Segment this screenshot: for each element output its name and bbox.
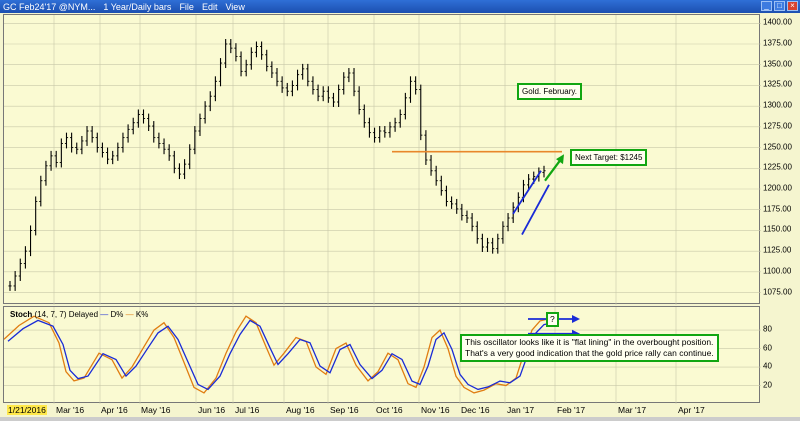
legend-d-label: D% [110,310,124,319]
menu-view[interactable]: View [225,1,245,12]
price-tick-label: 1200.00 [763,183,792,193]
menu-edit[interactable]: Edit [201,1,218,12]
comment-line-1: This oscillator looks like it is "flat l… [465,337,714,347]
date-tick-label: Sep '16 [330,405,359,415]
date-tick-label: Jan '17 [507,405,535,415]
symbol-title: GC Feb24'17 @NYM... [3,1,96,12]
oscillator-axis: 20 40 60 80 [760,306,800,403]
question-annotation: ? [546,312,559,327]
price-tick-label: 1100.00 [763,266,792,276]
date-tick-label: Oct '16 [376,405,403,415]
price-tick-label: 1250.00 [763,142,792,152]
window-titlebar: GC Feb24'17 @NYM... 1 Year/Daily bars Fi… [0,0,800,13]
stochastic-k-line [4,315,549,394]
date-tick-label: Aug '16 [286,405,315,415]
legend-k-label: K% [135,310,149,319]
date-axis: 1/21/2016 Mar '16 Apr '16 May '16 Jun '16 Jul… [3,403,760,417]
stochastic-chart [4,307,761,404]
close-icon[interactable]: × [787,1,798,11]
price-tick-label: 1175.00 [763,204,792,214]
maximize-icon[interactable]: □ [774,1,785,11]
osc-tick-label: 40 [763,361,772,371]
price-tick-label: 1150.00 [763,224,792,234]
price-chart-panel[interactable]: Gold. February. Next Target: $1245 [3,14,761,305]
date-tick-label: Jun '16 [198,405,226,415]
osc-tick-label: 60 [763,343,772,353]
legend-k-swatch: — [125,310,134,319]
price-tick-label: 1225.00 [763,162,792,172]
date-tick-label: Feb '17 [557,405,586,415]
menu-file[interactable]: File [179,1,194,12]
price-bars [8,39,546,291]
channel-lower-line [521,184,550,236]
target-arrowhead-icon [556,154,564,165]
price-axis: 1400.00 1375.00 1350.00 1325.00 1300.00 1275.… [760,14,800,304]
stoch-params: (14, 7, 7) Delayed [34,310,99,319]
date-tick-label: Mar '16 [56,405,85,415]
flat-upper-arrowhead-icon [572,315,580,324]
comment-line-2: That's a very good indication that the g… [465,348,714,358]
price-tick-label: 1075.00 [763,287,792,297]
date-tick-label: Apr '17 [678,405,705,415]
stoch-name: Stoch [10,310,33,319]
window-controls: _ □ × [761,1,798,11]
stochastic-legend: Stoch (14, 7, 7) Delayed — D% — K% [10,310,148,319]
price-tick-label: 1125.00 [763,245,792,255]
price-tick-label: 1300.00 [763,100,792,110]
osc-tick-label: 80 [763,324,772,334]
date-tick-label: May '16 [141,405,171,415]
osc-tick-label: 20 [763,380,772,390]
oscillator-comment: This oscillator looks like it is "flat l… [460,334,719,362]
date-tick-label: 1/21/2016 [7,405,47,415]
date-tick-label: Nov '16 [421,405,450,415]
legend-d-swatch: — [100,310,109,319]
chart-title-annotation: Gold. February. [517,83,582,100]
next-target-annotation: Next Target: $1245 [570,149,648,166]
date-tick-label: Mar '17 [618,405,647,415]
stochastic-panel[interactable]: Stoch (14, 7, 7) Delayed — D% — K% ? Thi… [3,306,761,404]
target-arrow-icon [544,158,562,182]
stochastic-d-line [7,319,553,391]
date-tick-label: Jul '16 [235,405,260,415]
price-tick-label: 1325.00 [763,79,792,89]
date-tick-label: Dec '16 [461,405,490,415]
horizontal-scrollbar[interactable] [0,417,800,421]
date-tick-label: Apr '16 [101,405,128,415]
price-tick-label: 1275.00 [763,121,792,131]
minimize-icon[interactable]: _ [761,1,772,11]
timeframe-menu[interactable]: 1 Year/Daily bars [103,1,172,12]
price-tick-label: 1350.00 [763,59,792,69]
channel-upper-line [512,170,542,215]
price-tick-label: 1400.00 [763,17,792,27]
price-tick-label: 1375.00 [763,38,792,48]
